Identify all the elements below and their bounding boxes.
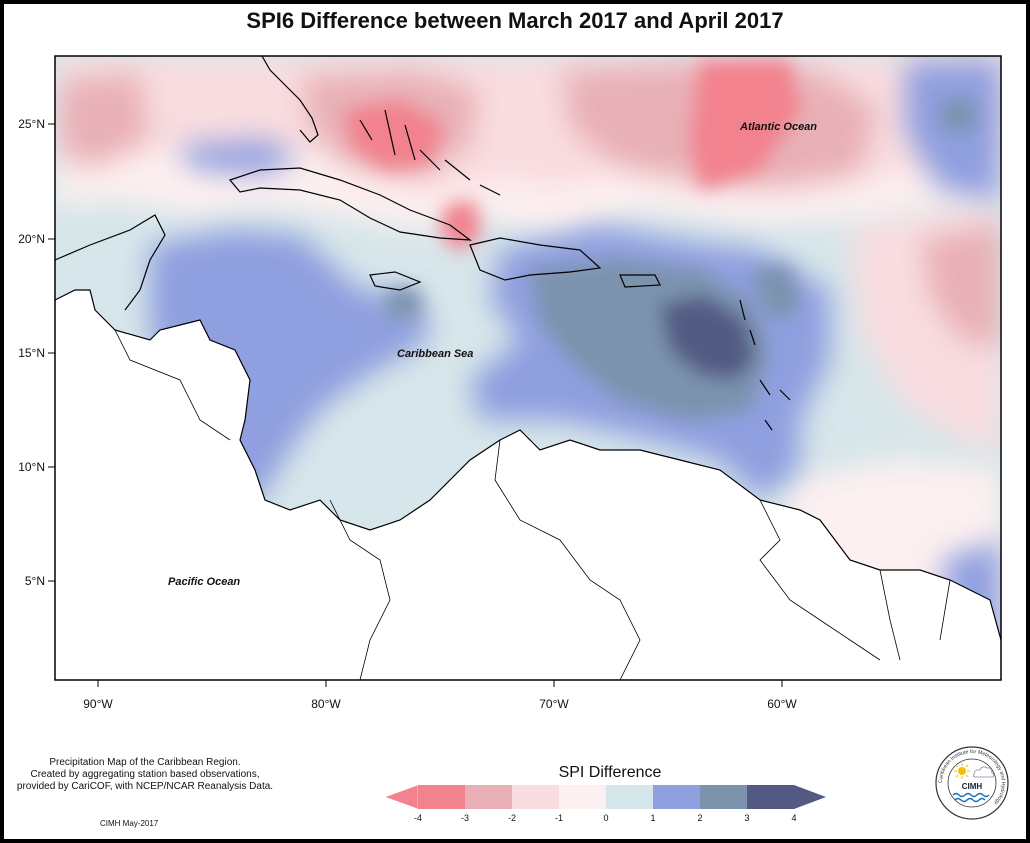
x-tick-label: 60°W — [767, 697, 797, 711]
label-caribbean-sea: Caribbean Sea — [397, 348, 473, 360]
legend-swatch-2-3 — [700, 785, 747, 809]
legend-tick-label: -3 — [461, 813, 469, 823]
legend-swatch-1-2 — [653, 785, 700, 809]
coastline-puerto-rico — [619, 274, 661, 288]
source-note-line: provided by CariCOF, with NCEP/NCAR Rean… — [16, 781, 274, 792]
border-guyana-suriname — [879, 569, 951, 661]
legend-swatch-m4-m3 — [418, 785, 465, 809]
anomaly-slate-far-northeast — [940, 100, 975, 132]
border-colombia-venezuela — [494, 439, 641, 680]
wave-icon — [952, 792, 990, 803]
anomaly-blue-cuba-north — [180, 140, 300, 175]
coastline-central-america — [55, 289, 1001, 641]
legend-swatch-0-1 — [606, 785, 653, 809]
region-labels: Atlantic Ocean Caribbean Sea Pacific Oce… — [168, 121, 817, 588]
coastline-hispaniola — [469, 237, 602, 281]
land-masses — [55, 290, 1001, 680]
label-atlantic-ocean: Atlantic Ocean — [739, 121, 817, 133]
coastline-yucatan — [55, 214, 166, 311]
legend-tick-label: 1 — [650, 813, 655, 823]
legend-swatch-3-4 — [747, 785, 826, 809]
sun-icon — [954, 763, 970, 779]
y-tick-label: 15°N — [18, 346, 45, 360]
coastline-cuba — [228, 167, 472, 241]
x-tick-label: 80°W — [311, 697, 341, 711]
legend-tick-label: 3 — [744, 813, 749, 823]
anomaly-red-bahamas — [345, 100, 445, 170]
legend-colorbar — [384, 784, 826, 810]
coastline-jamaica — [369, 271, 422, 291]
legend-ticks: -4 -3 -2 -1 0 1 2 3 4 — [414, 813, 797, 823]
anomaly-mid-pink-northwest — [60, 72, 150, 170]
legend-tick-label: -4 — [414, 813, 422, 823]
cloud-icon — [972, 766, 995, 778]
legend-swatch-lt-4 — [384, 784, 419, 810]
source-note: Precipitation Map of the Caribbean Regio… — [10, 757, 280, 793]
source-note-line: Precipitation Map of the Caribbean Regio… — [49, 757, 241, 768]
y-tick-label: 20°N — [18, 232, 45, 246]
legend-swatch-m1-0 — [559, 785, 606, 809]
border-central-america — [114, 329, 231, 441]
strong-negative-anomaly-areas — [345, 60, 800, 252]
border-venezuela-guyana — [759, 499, 881, 661]
y-tick-label: 5°N — [25, 574, 45, 588]
y-tick-label: 10°N — [18, 460, 45, 474]
anomaly-navy-core — [660, 295, 755, 380]
coastline-lesser-antilles — [739, 299, 791, 431]
anomaly-slate-west — [385, 288, 420, 318]
legend-tick-label: -1 — [555, 813, 563, 823]
cimh-logo: CIMH Caribbean Institute for Meteorology… — [935, 746, 1009, 820]
x-tick-label: 90°W — [83, 697, 113, 711]
strong-positive-anomaly-areas — [385, 100, 975, 420]
label-pacific-ocean: Pacific Ocean — [168, 576, 240, 588]
legend-tick-label: 2 — [697, 813, 702, 823]
legend-tick-label: -2 — [508, 813, 516, 823]
legend-tick-label: 0 — [603, 813, 608, 823]
border-panama-colombia — [329, 499, 391, 680]
anomaly-mid-pink-far-east — [920, 220, 1001, 350]
legend-title: SPI Difference — [558, 764, 662, 781]
anomaly-slate-east — [750, 265, 800, 320]
legend-swatch-m2-m1 — [512, 785, 559, 809]
x-tick-label: 70°W — [539, 697, 569, 711]
central-america-land — [55, 290, 1001, 680]
credit-text: CIMH May-2017 — [100, 819, 159, 828]
anomaly-red-atlantic — [690, 60, 800, 190]
legend-swatch-m3-m2 — [465, 785, 512, 809]
y-tick-label: 25°N — [18, 117, 45, 131]
axis-labels: 90°W 80°W 70°W 60°W 25°N 20°N 15°N 10°N … — [18, 117, 797, 711]
axis-ticks — [48, 123, 783, 687]
logo-name: CIMH — [962, 782, 983, 791]
coastline-bahamas — [359, 109, 501, 196]
anomaly-field — [55, 56, 1001, 680]
country-borders — [114, 329, 951, 680]
source-note-line: Created by aggregating station based obs… — [30, 769, 260, 780]
coastline-florida — [261, 56, 319, 143]
map-title: SPI6 Difference between March 2017 and A… — [246, 8, 784, 33]
coastlines — [55, 56, 1001, 641]
map-border — [54, 55, 1002, 681]
legend-tick-label: 4 — [791, 813, 796, 823]
